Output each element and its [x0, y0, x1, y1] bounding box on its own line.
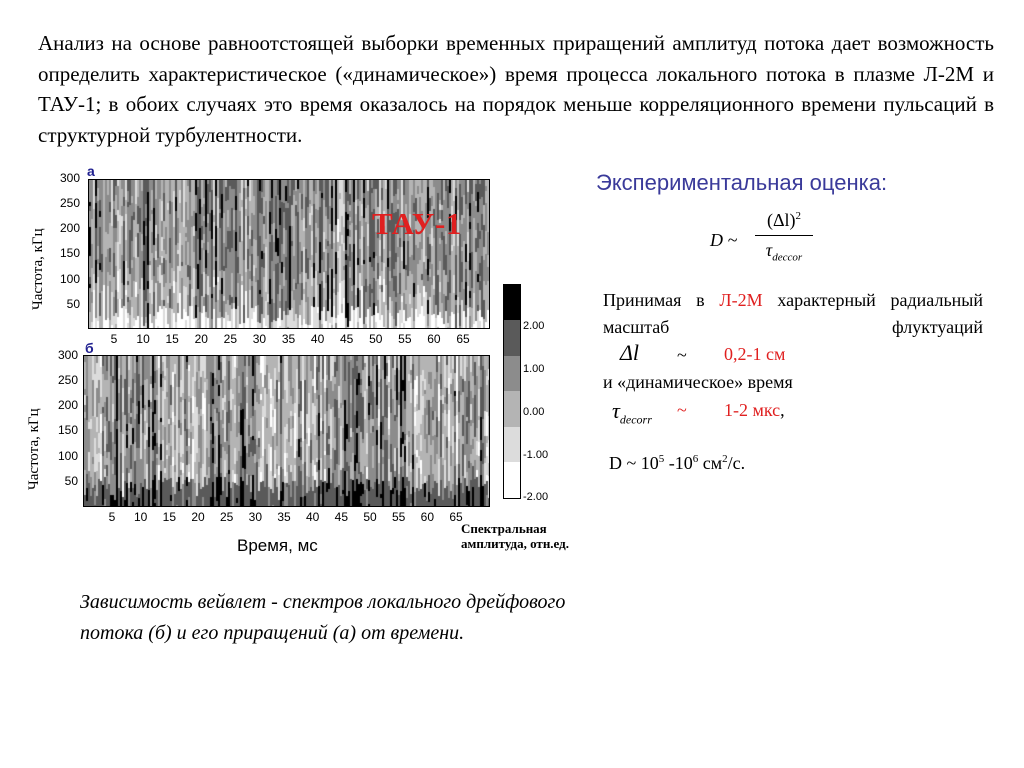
- formula-lhs: D ~: [710, 230, 738, 250]
- dl-symbol: Δl: [620, 340, 640, 365]
- wavelet-spectrum-b-image: [84, 356, 489, 506]
- colorbar-tick-0: 0.00: [523, 406, 545, 418]
- colorbar-tick-2: 2.00: [523, 320, 545, 332]
- ytick-b-250: 250: [57, 373, 78, 387]
- tau-value-row: 1-2 мкс,: [724, 400, 785, 421]
- formula-numerator: (Δl)2: [755, 210, 813, 236]
- ytick-a-100: 100: [59, 272, 80, 286]
- xtick-a-5: 5: [110, 332, 118, 346]
- result-unit: см: [698, 453, 723, 473]
- result-prefix: D ~ 10: [609, 453, 659, 473]
- xtick-a-60: 60: [427, 332, 441, 346]
- dyn-time-text: и «динамическое» время: [603, 372, 793, 392]
- xtick-a-30: 30: [252, 332, 267, 346]
- ytick-b-50: 50: [64, 474, 78, 488]
- formula-den-sub: deccor: [772, 251, 803, 264]
- panel-b-label: б: [85, 340, 94, 356]
- dl-tilde: ~: [677, 345, 687, 365]
- tau-symbol: τdecorr: [612, 398, 652, 427]
- colorbar-tick-neg1: -1.00: [523, 449, 549, 461]
- xtick-b-30: 30: [248, 510, 262, 524]
- xtick-b-15: 15: [162, 510, 176, 524]
- tau-value: 1-2 мкс: [724, 400, 781, 420]
- xtick-a-50: 50: [369, 332, 383, 346]
- ytick-b-200: 200: [57, 398, 78, 412]
- colorbar-title: Спектральная амплитуда, отн.ед.: [461, 521, 569, 551]
- xtick-a-65: 65: [456, 332, 470, 346]
- ytick-b-100: 100: [57, 449, 78, 463]
- wavelet-panel-b: [83, 355, 490, 507]
- xtick-a-55: 55: [398, 332, 412, 346]
- xtick-a-45: 45: [339, 332, 354, 346]
- x-axis-label: Время, мс: [237, 536, 318, 555]
- colorbar-segment: [504, 320, 520, 356]
- ytick-a-200: 200: [59, 221, 80, 235]
- dl-value: 0,2-1 см: [724, 344, 786, 364]
- xtick-b-5: 5: [108, 510, 116, 524]
- formula-den-text: τ: [765, 240, 773, 260]
- formula-denominator: τdeccor: [755, 236, 813, 264]
- para-text-1: Принимая в: [603, 290, 705, 310]
- result-unit-exp: 2: [722, 453, 728, 465]
- xtick-a-25: 25: [223, 332, 237, 346]
- tau-comma: ,: [780, 400, 785, 420]
- ytick-b-150: 150: [57, 423, 78, 437]
- xtick-a-20: 20: [194, 332, 208, 346]
- colorbar-segment: [504, 285, 520, 321]
- xtick-a-15: 15: [165, 332, 179, 346]
- para-device: Л-2М: [719, 290, 763, 310]
- formula-num-exp: 2: [795, 210, 802, 222]
- xtick-b-45: 45: [334, 510, 348, 524]
- result-line: D ~ 105 -106 см2/с.: [609, 453, 745, 474]
- colorbar-segment: [504, 462, 520, 498]
- colorbar-tick-1: 1.00: [523, 363, 545, 375]
- formula-num-text: (Δl): [766, 210, 796, 230]
- xtick-b-35: 35: [277, 510, 291, 524]
- colorbar-title-line1: Спектральная: [461, 521, 547, 536]
- colorbar-segment: [504, 391, 520, 427]
- colorbar-title-line2: амплитуда, отн.ед.: [461, 536, 569, 551]
- xtick-b-50: 50: [363, 510, 377, 524]
- tau-tilde: ~: [677, 400, 687, 420]
- xtick-b-20: 20: [191, 510, 205, 524]
- ytick-a-250: 250: [59, 196, 80, 210]
- result-exp1: 5: [658, 453, 665, 465]
- wavelet-panel-a: [88, 179, 490, 329]
- estimate-title: Экспериментальная оценка:: [596, 170, 888, 195]
- tau-symbol-text: τ: [612, 398, 620, 423]
- colorbar: [503, 284, 521, 499]
- result-suffix: /с.: [727, 453, 746, 473]
- xtick-b-55: 55: [391, 510, 406, 524]
- ytick-b-300: 300: [57, 348, 78, 362]
- formula-fraction: (Δl)2 τdeccor: [755, 210, 813, 264]
- colorbar-segment: [504, 426, 520, 463]
- para-text-2: характерный радиальный масштаб флуктуаци…: [603, 290, 984, 337]
- xtick-b-65: 65: [449, 510, 463, 524]
- xtick-b-25: 25: [219, 510, 234, 524]
- panel-a-label: а: [87, 163, 95, 179]
- xtick-b-40: 40: [305, 510, 320, 524]
- figure-caption: Зависимость вейвлет - спектров локальног…: [80, 591, 566, 644]
- xtick-b-60: 60: [420, 510, 434, 524]
- result-exp2: 6: [692, 453, 699, 465]
- intro-paragraph: Анализ на основе равноотстоящей выборки …: [38, 31, 994, 147]
- colorbar-tick-neg2: -2.00: [523, 491, 549, 503]
- assumption-paragraph: Принимая в Л-2М характерный радиальный м…: [603, 287, 983, 341]
- xtick-a-40: 40: [310, 332, 325, 346]
- result-mid: -10: [664, 453, 693, 473]
- ylabel-b: Частота, кГц: [26, 408, 42, 490]
- xtick-a-35: 35: [281, 332, 296, 346]
- xtick-b-10: 10: [133, 510, 148, 524]
- ylabel-a: Частота, кГц: [30, 228, 46, 310]
- ytick-a-300: 300: [59, 171, 80, 185]
- wavelet-spectrum-a-image: [89, 180, 489, 328]
- tau-1-label: ТАУ-1: [372, 206, 462, 241]
- tau-symbol-sub: decorr: [619, 412, 652, 427]
- ytick-a-150: 150: [59, 246, 80, 260]
- ytick-a-50: 50: [66, 297, 80, 311]
- xtick-a-10: 10: [136, 332, 150, 346]
- colorbar-segment: [504, 355, 520, 392]
